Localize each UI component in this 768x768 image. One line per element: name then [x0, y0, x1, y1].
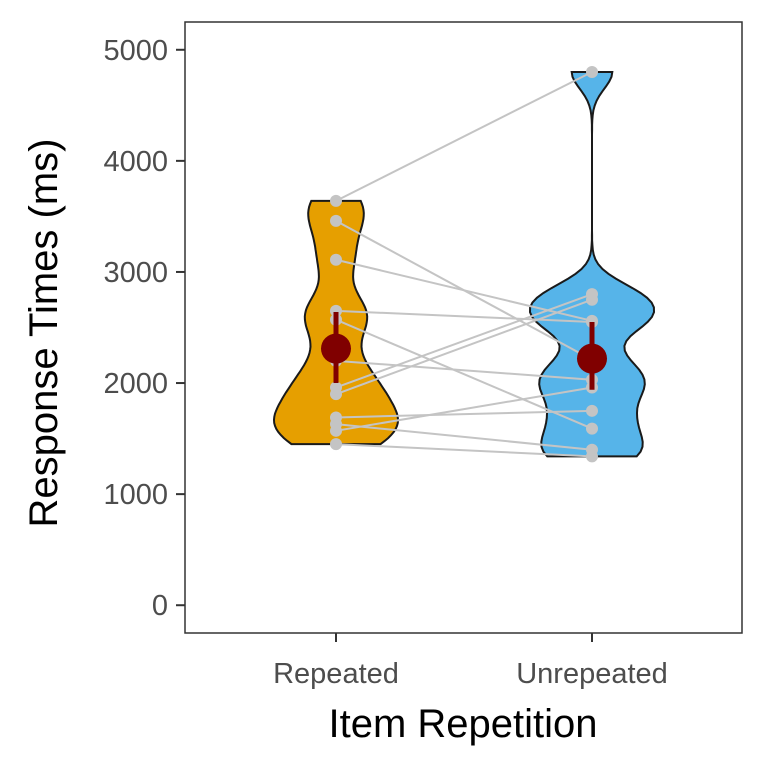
- data-point: [330, 388, 342, 401]
- y-axis-title: Response Times (ms): [22, 139, 66, 528]
- data-point: [330, 424, 342, 437]
- data-point: [586, 293, 598, 306]
- pair-line: [335, 318, 593, 430]
- data-point: [586, 422, 598, 435]
- y-tick-label: 3000: [103, 257, 168, 289]
- x-axis-title: Item Repetition: [328, 702, 597, 746]
- data-point: [330, 438, 342, 451]
- mean-point: [577, 343, 607, 374]
- data-point: [586, 65, 598, 78]
- y-tick-label: 4000: [103, 146, 168, 178]
- pair-line: [335, 293, 593, 389]
- y-tick-label: 0: [152, 590, 168, 622]
- data-point: [330, 214, 342, 227]
- data-point: [330, 194, 342, 207]
- x-axis: Repeated Unrepeated: [273, 633, 668, 690]
- y-axis: 0 1000 2000 3000 4000 5000: [103, 35, 185, 622]
- pair-line: [335, 423, 593, 451]
- x-tick-label: Repeated: [273, 658, 399, 690]
- pair-line: [335, 359, 593, 381]
- y-tick-label: 5000: [103, 35, 168, 67]
- pair-line: [335, 71, 593, 202]
- data-point: [586, 450, 598, 463]
- data-point: [330, 304, 342, 317]
- mean-point: [321, 333, 351, 364]
- plot-panel: [184, 21, 743, 634]
- data-point: [330, 253, 342, 266]
- mean-markers: [321, 311, 607, 390]
- violin-unrepeated: [528, 71, 656, 458]
- y-tick-label: 1000: [103, 479, 168, 511]
- pair-line: [335, 309, 593, 323]
- pair-line: [335, 409, 593, 419]
- pair-line: [335, 443, 593, 458]
- x-tick-label: Unrepeated: [516, 658, 668, 690]
- paired-lines: [335, 71, 593, 458]
- pair-line: [335, 298, 593, 396]
- data-point: [586, 404, 598, 417]
- y-tick-label: 2000: [103, 368, 168, 400]
- pair-line: [335, 386, 593, 432]
